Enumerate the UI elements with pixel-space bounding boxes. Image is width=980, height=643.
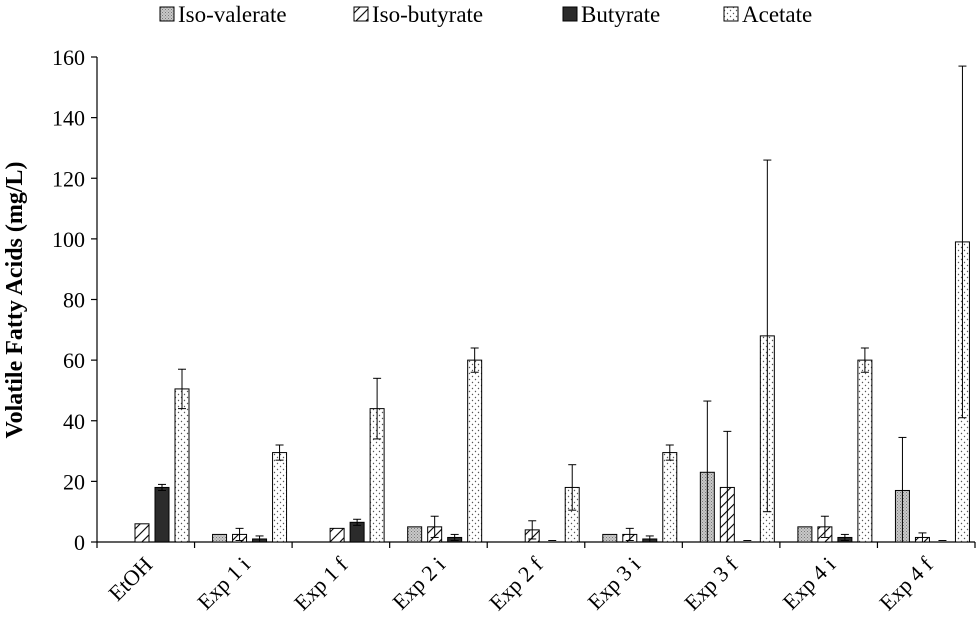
x-tick-label: Exp 2 i (387, 552, 450, 615)
bar-iso-valerate (797, 526, 813, 543)
legend-item-butyrate: Butyrate (562, 2, 660, 27)
y-tick-label: 40 (63, 409, 85, 434)
axes (96, 57, 976, 548)
legend-label-iso-valerate: Iso-valerate (178, 2, 287, 27)
bar-iso-butyrate (134, 523, 150, 543)
y-tick-label: 160 (52, 45, 85, 70)
bar-acetate (174, 388, 190, 543)
bar-iso-valerate (407, 526, 423, 543)
legend-swatch-iso-valerate (159, 6, 175, 22)
legend-label-acetate: Acetate (742, 2, 812, 27)
legend-swatch-acetate (723, 6, 739, 22)
x-tick-label: Exp 3 f (679, 551, 743, 615)
legend-label-iso-butyrate: Iso-butyrate (372, 2, 483, 27)
y-tick-label: 20 (63, 469, 85, 494)
y-tick-label: 120 (52, 166, 85, 191)
y-tick-label: 80 (63, 288, 85, 313)
y-axis-title: Volatile Fatty Acids (mg/L) (2, 161, 28, 438)
y-tick-label: 140 (52, 106, 85, 131)
x-tick-label: EtOH (103, 552, 157, 606)
x-tick-label: Exp 1 f (289, 551, 353, 615)
y-tick-label: 0 (74, 530, 85, 555)
legend-swatch-butyrate (562, 6, 578, 22)
legend-item-iso-valerate: Iso-valerate (159, 2, 287, 27)
x-tick-label: Exp 4 i (778, 552, 841, 615)
y-tick-label: 100 (52, 227, 85, 252)
legend-label-butyrate: Butyrate (581, 2, 660, 27)
legend-item-iso-butyrate: Iso-butyrate (353, 2, 483, 27)
legend-item-acetate: Acetate (723, 2, 812, 27)
error-bars (158, 65, 967, 543)
y-ticks: 0 20 40 60 80 100 120 140 160 (52, 45, 97, 555)
bar-acetate (272, 452, 288, 543)
y-tick-label: 60 (63, 348, 85, 373)
bar-butyrate (154, 486, 170, 543)
bar-acetate (467, 359, 483, 543)
x-tick-label: Exp 4 f (874, 551, 938, 615)
bar-iso-valerate (602, 533, 618, 543)
x-tick-label: Exp 2 f (484, 551, 548, 615)
bar-iso-butyrate (329, 527, 345, 543)
x-tick-label: Exp 1 i (192, 552, 255, 615)
legend-swatch-iso-butyrate (353, 6, 369, 22)
legend: Iso-valerate Iso-butyrate Butyrate Aceta… (159, 2, 812, 27)
bar-iso-valerate (212, 533, 228, 543)
bars (134, 241, 970, 543)
x-labels: EtOH Exp 1 i Exp 1 f Exp 2 i Exp 2 f Exp 3 i E… (103, 551, 938, 615)
bar-acetate (662, 452, 678, 543)
bar-acetate (857, 359, 873, 543)
x-tick-label: Exp 3 i (582, 552, 645, 615)
